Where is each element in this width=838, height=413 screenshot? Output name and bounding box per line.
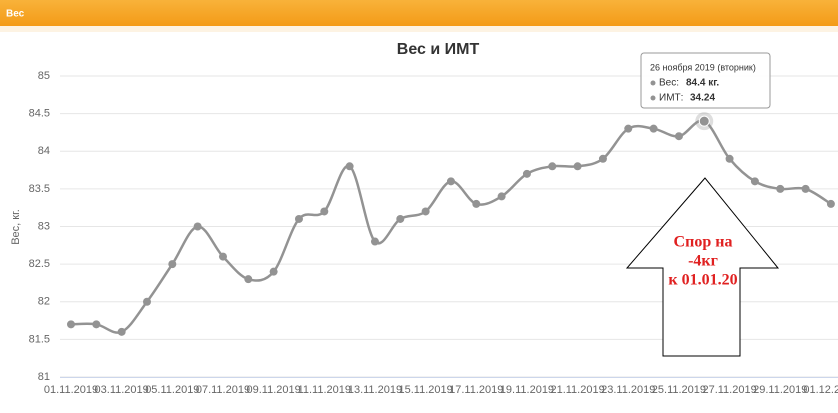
point bbox=[826, 199, 835, 208]
tooltip-dot bbox=[650, 95, 656, 101]
y-tick-label: 81.5 bbox=[29, 333, 50, 345]
x-tick-label: 21.11.2019 bbox=[550, 384, 604, 396]
point bbox=[142, 297, 151, 306]
x-tick-label: 01.12.2019 bbox=[803, 384, 838, 396]
tooltip-box bbox=[640, 52, 771, 109]
point bbox=[269, 267, 278, 276]
point bbox=[649, 124, 658, 133]
point bbox=[698, 115, 710, 127]
tooltip-dot bbox=[650, 80, 656, 86]
x-tick-label: 29.11.2019 bbox=[753, 384, 807, 396]
header-bar bbox=[0, 0, 838, 26]
chart-title: Вес и ИМТ bbox=[397, 41, 480, 58]
x-tick-label: 05.11.2019 bbox=[145, 384, 199, 396]
x-tick-label: 07.11.2019 bbox=[196, 384, 250, 396]
point bbox=[446, 177, 455, 186]
tooltip-bmi-name: ИМТ: bbox=[659, 93, 683, 104]
point bbox=[294, 214, 303, 223]
point bbox=[497, 192, 506, 201]
tooltip-bmi: 34.24 bbox=[690, 93, 715, 104]
x-tick-label: 01.11.2019 bbox=[44, 384, 98, 396]
point bbox=[776, 184, 785, 193]
x-tick-label: 23.11.2019 bbox=[601, 384, 655, 396]
point bbox=[370, 237, 379, 246]
point bbox=[725, 154, 734, 163]
y-tick-label: 83.5 bbox=[29, 183, 50, 195]
y-tick-label: 85 bbox=[38, 70, 50, 82]
point bbox=[674, 132, 683, 141]
x-tick-label: 03.11.2019 bbox=[95, 384, 149, 396]
point bbox=[396, 214, 405, 223]
x-tick-label: 15.11.2019 bbox=[398, 384, 452, 396]
tooltip-title: 26 ноября 2019 (вторник) bbox=[650, 62, 756, 72]
x-tick-label: 17.11.2019 bbox=[449, 384, 503, 396]
header-shadow bbox=[0, 26, 838, 32]
x-tick-label: 11.11.2019 bbox=[298, 384, 351, 396]
annotation-text: к 01.01.20 bbox=[668, 272, 737, 289]
point bbox=[244, 275, 253, 284]
x-tick-label: 27.11.2019 bbox=[702, 384, 756, 396]
x-tick-label: 25.11.2019 bbox=[652, 384, 706, 396]
y-tick-label: 82.5 bbox=[29, 258, 50, 270]
point bbox=[624, 124, 633, 133]
point bbox=[548, 162, 557, 171]
annotation-text: -4кг bbox=[688, 253, 718, 270]
x-tick-label: 09.11.2019 bbox=[247, 384, 301, 396]
point bbox=[598, 154, 607, 163]
tooltip-weight: 84.4 кг. bbox=[686, 78, 719, 89]
point bbox=[193, 222, 202, 231]
annotation-text: Спор на bbox=[674, 234, 733, 251]
y-tick-label: 84.5 bbox=[29, 108, 50, 120]
header-title: Вес bbox=[6, 9, 25, 20]
point bbox=[801, 184, 810, 193]
y-tick-label: 84 bbox=[38, 145, 50, 157]
point bbox=[522, 169, 531, 178]
point bbox=[168, 260, 177, 269]
point bbox=[67, 320, 75, 329]
point bbox=[472, 199, 481, 208]
arrow bbox=[625, 177, 780, 357]
x-tick-label: 13.11.2019 bbox=[348, 384, 402, 396]
point bbox=[573, 162, 582, 171]
y-axis-title: Вес, кг. bbox=[10, 209, 22, 245]
tooltip-weight-name: Вес: bbox=[659, 78, 679, 89]
point bbox=[92, 320, 101, 329]
point bbox=[320, 207, 329, 216]
point bbox=[421, 207, 430, 216]
point bbox=[345, 162, 354, 171]
y-tick-label: 83 bbox=[38, 220, 50, 232]
point bbox=[750, 177, 759, 186]
point bbox=[117, 327, 126, 336]
x-tick-label: 19.11.2019 bbox=[500, 384, 554, 396]
y-tick-label: 81 bbox=[38, 371, 50, 383]
y-tick-label: 82 bbox=[38, 296, 50, 308]
point bbox=[218, 252, 227, 261]
